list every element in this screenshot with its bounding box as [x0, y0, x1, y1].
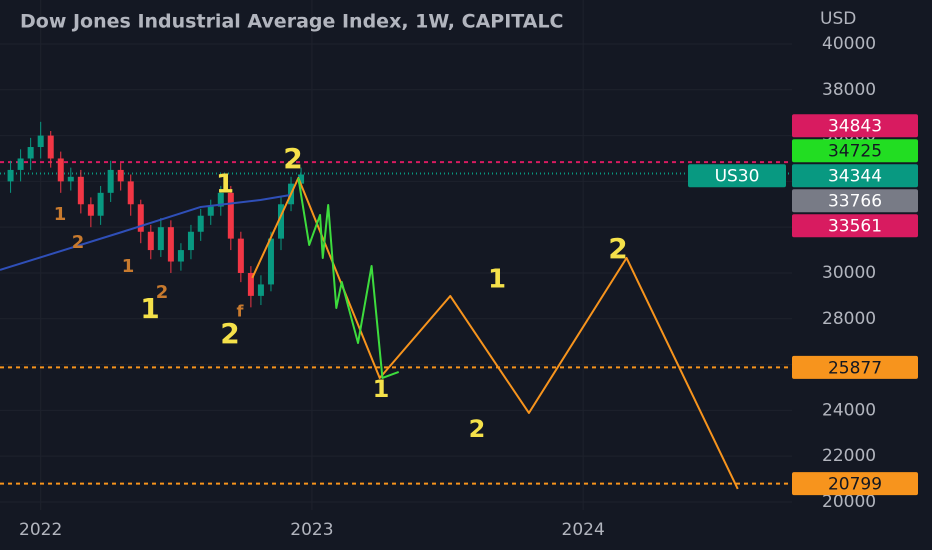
candle-body [127, 181, 134, 205]
candle-body [117, 169, 124, 182]
price-label-box [792, 114, 918, 138]
candle-body [177, 250, 184, 262]
candle-body [217, 192, 224, 207]
price-label: 33766 [828, 192, 882, 212]
y-tick-label: 30000 [822, 263, 876, 283]
candle-body [197, 215, 204, 232]
candle-body [137, 204, 144, 232]
wave-label: 1 [54, 204, 67, 225]
y-tick-label: 28000 [822, 309, 876, 329]
candle-body [187, 231, 194, 251]
line-series [297, 177, 400, 379]
line-series [251, 176, 739, 490]
y-tick-label: 40000 [822, 34, 876, 54]
line-series [0, 193, 291, 271]
y-tick-label: 20000 [822, 492, 876, 512]
candle-body [157, 227, 164, 251]
y-tick-label: 22000 [822, 446, 876, 466]
wave-label: 2 [283, 142, 302, 175]
candle-body [57, 158, 64, 182]
candle-body [67, 176, 74, 182]
wave-label: 2 [608, 232, 627, 265]
price-label-box [792, 164, 918, 188]
price-label: 34725 [828, 142, 882, 162]
candle-body [17, 158, 24, 170]
x-tick-label: 2022 [19, 520, 62, 540]
wave-label: 1 [488, 265, 506, 295]
price-label: 34344 [828, 167, 882, 187]
price-label: 20799 [828, 475, 882, 495]
currency-label: USD [820, 9, 856, 29]
wave-label: 1 [373, 375, 390, 403]
candle-body [207, 206, 214, 216]
candle-body [257, 284, 264, 296]
candle-body [47, 135, 54, 159]
y-tick-label: 24000 [822, 400, 876, 420]
x-tick-label: 2024 [562, 520, 605, 540]
x-tick-label: 2023 [290, 520, 333, 540]
candle-body [298, 174, 305, 184]
wave-label: 1 [122, 256, 135, 277]
price-label-box [792, 189, 918, 213]
candle-body [267, 238, 274, 285]
wave-label: 1 [140, 292, 159, 325]
candle-body [87, 204, 94, 216]
candle-body [227, 192, 234, 239]
price-label: 25877 [828, 358, 882, 378]
candle-body [237, 238, 244, 273]
wave-label: 2 [156, 282, 169, 303]
symbol-label: US30 [715, 167, 760, 187]
candle-body [27, 147, 34, 159]
y-tick-label: 38000 [822, 80, 876, 100]
wave-label: 1 [216, 170, 234, 200]
price-label-box [792, 139, 918, 163]
price-label-box [792, 214, 918, 238]
wave-label: 2 [469, 415, 486, 443]
price-label: 34843 [828, 117, 882, 137]
candle-body [247, 272, 254, 296]
candle-body [37, 135, 44, 148]
price-label: 33561 [828, 217, 882, 237]
candle-body [107, 169, 114, 193]
price-label-box [792, 355, 918, 379]
candle-body [7, 169, 14, 182]
candle-body [97, 192, 104, 216]
symbol-box [688, 164, 786, 188]
chart-title: Dow Jones Industrial Average Index, 1W, … [20, 11, 564, 33]
wave-label: f [237, 302, 245, 321]
wave-label: 2 [220, 317, 239, 350]
wave-label: 2 [72, 232, 85, 253]
candle-body [277, 204, 284, 239]
candle-body [167, 227, 174, 262]
candle-body [77, 176, 84, 205]
candle-body [147, 231, 154, 251]
price-label-box [792, 472, 918, 496]
